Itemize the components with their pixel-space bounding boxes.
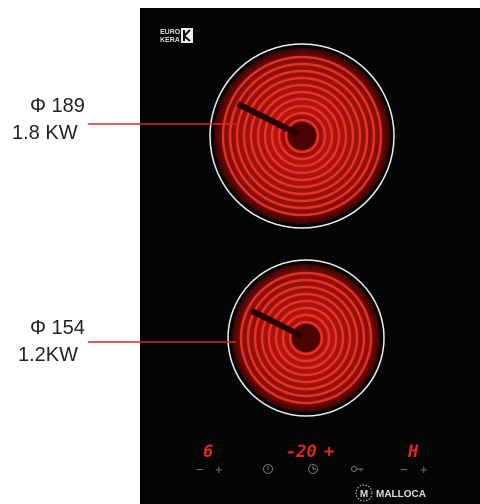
brand-mark-ring bbox=[355, 484, 373, 502]
coil bbox=[250, 308, 304, 339]
display: -20 bbox=[286, 442, 317, 462]
brand-mark: M bbox=[360, 489, 368, 500]
coil bbox=[246, 278, 366, 398]
burner-size: Φ 189 bbox=[30, 95, 85, 117]
coil bbox=[260, 292, 352, 384]
plus-button[interactable]: + bbox=[420, 462, 428, 477]
coil bbox=[239, 271, 373, 405]
coil bbox=[277, 111, 327, 161]
large-burner bbox=[209, 43, 395, 229]
display: + bbox=[324, 442, 334, 462]
logo-text: KERA bbox=[160, 37, 180, 44]
coil bbox=[267, 299, 345, 377]
small-burner bbox=[227, 259, 385, 417]
control-icons[interactable] bbox=[263, 464, 364, 474]
coil bbox=[263, 97, 341, 175]
logo-text: EURO bbox=[160, 29, 181, 36]
coil bbox=[270, 104, 334, 168]
coil bbox=[253, 285, 359, 391]
burner-size: Φ 154 bbox=[30, 317, 85, 339]
burner-power: 1.2KW bbox=[18, 344, 78, 366]
coil bbox=[256, 90, 348, 182]
coil bbox=[292, 324, 320, 352]
coil bbox=[274, 306, 338, 370]
coil bbox=[249, 83, 355, 189]
display: H bbox=[407, 442, 419, 462]
brand-name: MALLOCA bbox=[376, 489, 426, 500]
coil bbox=[284, 118, 320, 154]
minus-button[interactable]: − bbox=[400, 462, 408, 477]
coil bbox=[242, 76, 362, 196]
coil bbox=[281, 313, 331, 363]
coil bbox=[221, 55, 383, 217]
logo: EURO KERA bbox=[160, 28, 193, 44]
minus-button[interactable]: − bbox=[196, 462, 204, 477]
coil bbox=[236, 101, 300, 137]
display: 6 bbox=[203, 442, 213, 462]
coil bbox=[235, 69, 369, 203]
coil bbox=[209, 43, 395, 229]
coil bbox=[288, 320, 324, 356]
coil bbox=[228, 62, 376, 210]
burner-power: 1.8 KW bbox=[12, 122, 78, 144]
coil bbox=[288, 122, 316, 150]
plus-button[interactable]: + bbox=[215, 462, 223, 477]
coil bbox=[227, 259, 385, 417]
